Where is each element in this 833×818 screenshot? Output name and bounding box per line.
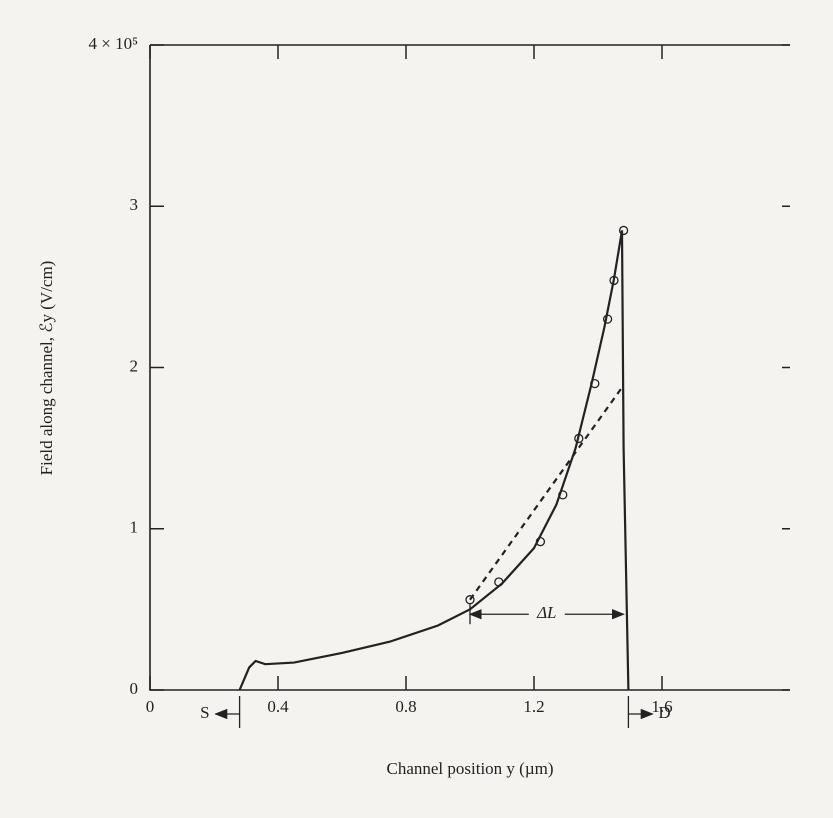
annotation: ΔL [536,603,556,622]
data-point [465,595,475,605]
annotation: D [658,703,670,722]
y-tick-label: 0 [130,679,139,698]
plot-frame [149,44,790,691]
y-tick-label: 4 × 10⁵ [88,34,138,53]
x-tick-label: 0.4 [267,697,289,716]
data-point [535,537,546,547]
data-point [494,577,504,587]
data-point [602,314,613,324]
y-axis-label: Field along channel, ℰy (V/cm) [37,261,56,476]
y-tick-label: 1 [130,518,139,537]
x-tick-label: 1.6 [651,697,672,716]
data-point [609,275,619,286]
data-point [590,378,600,389]
y-tick-label: 2 [130,356,139,375]
x-tick-label: 0.8 [395,697,416,716]
y-tick-label: 3 [130,195,139,214]
data-point [558,490,568,500]
data-point [618,225,629,236]
x-tick-label: 0 [146,697,155,716]
dashed-line [469,384,625,601]
annotation: S [200,703,209,722]
x-axis-label: Channel position y (µm) [386,759,553,778]
field-curve [238,230,630,691]
data-point [574,433,584,444]
x-tick-label: 1.2 [523,697,544,716]
